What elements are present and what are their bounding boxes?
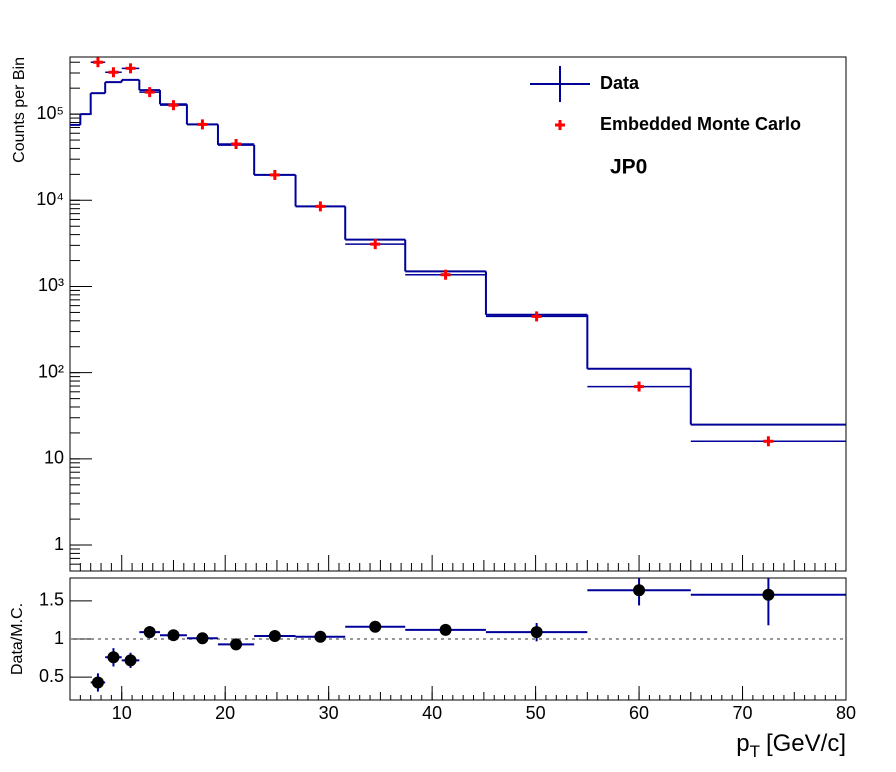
y-tick-label: 10² bbox=[38, 361, 64, 381]
annotation: JP0 bbox=[610, 156, 647, 179]
y-tick-label: 1 bbox=[54, 534, 64, 554]
ratio-point bbox=[439, 623, 452, 636]
ratio-point bbox=[230, 638, 243, 651]
ratio-point bbox=[530, 626, 543, 639]
mc-marker bbox=[197, 119, 208, 130]
mc-marker bbox=[763, 436, 774, 447]
ratio-axis-title: Data/M.C. bbox=[9, 603, 26, 675]
ratio-point bbox=[124, 654, 137, 667]
y-tick-label: 1 bbox=[54, 628, 64, 648]
mc-marker bbox=[144, 87, 155, 98]
mc-marker bbox=[125, 63, 136, 74]
x-axis-title: pT [GeV/c] bbox=[736, 730, 846, 761]
mc-marker bbox=[440, 269, 451, 280]
mc-marker bbox=[168, 100, 179, 111]
ratio-point bbox=[314, 630, 327, 643]
top-frame bbox=[69, 56, 847, 572]
x-tick-label: 70 bbox=[733, 703, 753, 723]
x-axis-title-main: p bbox=[736, 730, 749, 757]
ratio-point bbox=[196, 632, 209, 645]
mc-marker bbox=[370, 239, 381, 250]
ratio-point bbox=[107, 651, 120, 664]
x-axis-title-sub: T bbox=[750, 742, 760, 761]
ratio-point bbox=[167, 629, 180, 642]
x-tick-label: 10 bbox=[112, 703, 132, 723]
legend-label: Data bbox=[600, 73, 640, 93]
y-tick-label: 10⁵ bbox=[37, 103, 64, 123]
mc-marker bbox=[634, 381, 645, 392]
mc-marker bbox=[315, 201, 326, 212]
legend-label: Embedded Monte Carlo bbox=[600, 114, 801, 134]
x-tick-label: 40 bbox=[422, 703, 442, 723]
x-tick-label: 20 bbox=[215, 703, 235, 723]
y-tick-label: 10³ bbox=[38, 275, 64, 295]
mc-marker bbox=[231, 139, 242, 150]
ratio-point bbox=[268, 629, 281, 642]
x-tick-label: 60 bbox=[629, 703, 649, 723]
x-tick-label: 30 bbox=[319, 703, 339, 723]
y-tick-label: 1.5 bbox=[39, 590, 64, 610]
ratio-point bbox=[91, 676, 104, 689]
mc-marker bbox=[269, 169, 280, 180]
x-tick-label: 80 bbox=[836, 703, 856, 723]
ratio-point bbox=[762, 588, 775, 601]
x-tick-label: 50 bbox=[526, 703, 546, 723]
y-tick-label: 0.5 bbox=[39, 666, 64, 686]
mc-marker bbox=[92, 57, 103, 68]
x-axis-title-unit: [GeV/c] bbox=[766, 730, 846, 757]
ratio-point bbox=[143, 626, 156, 639]
ratio-point bbox=[369, 620, 382, 633]
ratio-point bbox=[633, 584, 646, 597]
y-tick-label: 10⁴ bbox=[36, 189, 64, 209]
mc-marker bbox=[531, 311, 542, 322]
mc-marker bbox=[108, 67, 119, 78]
y-axis-title: Counts per Bin bbox=[11, 57, 28, 163]
y-tick-label: 10 bbox=[44, 448, 64, 468]
